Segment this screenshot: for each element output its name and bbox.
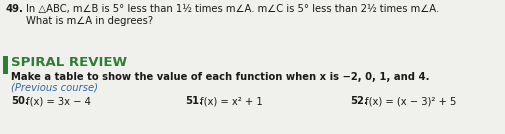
Text: SPIRAL REVIEW: SPIRAL REVIEW xyxy=(11,56,127,69)
FancyBboxPatch shape xyxy=(3,56,8,74)
Text: (Previous course): (Previous course) xyxy=(11,83,98,93)
Text: 51.: 51. xyxy=(185,96,203,106)
Text: f(x) = x² + 1: f(x) = x² + 1 xyxy=(199,96,262,106)
Text: 49.: 49. xyxy=(6,4,24,14)
Text: In △ABC, m∠B is 5° less than 1½ times m∠A. m∠C is 5° less than 2½ times m∠A.: In △ABC, m∠B is 5° less than 1½ times m∠… xyxy=(26,4,438,14)
Text: 50.: 50. xyxy=(11,96,29,106)
Text: Make a table to show the value of each function when x is −2, 0, 1, and 4.: Make a table to show the value of each f… xyxy=(11,72,429,82)
Text: 52.: 52. xyxy=(349,96,367,106)
Text: f(x) = 3x − 4: f(x) = 3x − 4 xyxy=(26,96,91,106)
Text: f(x) = (x − 3)² + 5: f(x) = (x − 3)² + 5 xyxy=(364,96,456,106)
Text: What is m∠A in degrees?: What is m∠A in degrees? xyxy=(26,16,153,26)
